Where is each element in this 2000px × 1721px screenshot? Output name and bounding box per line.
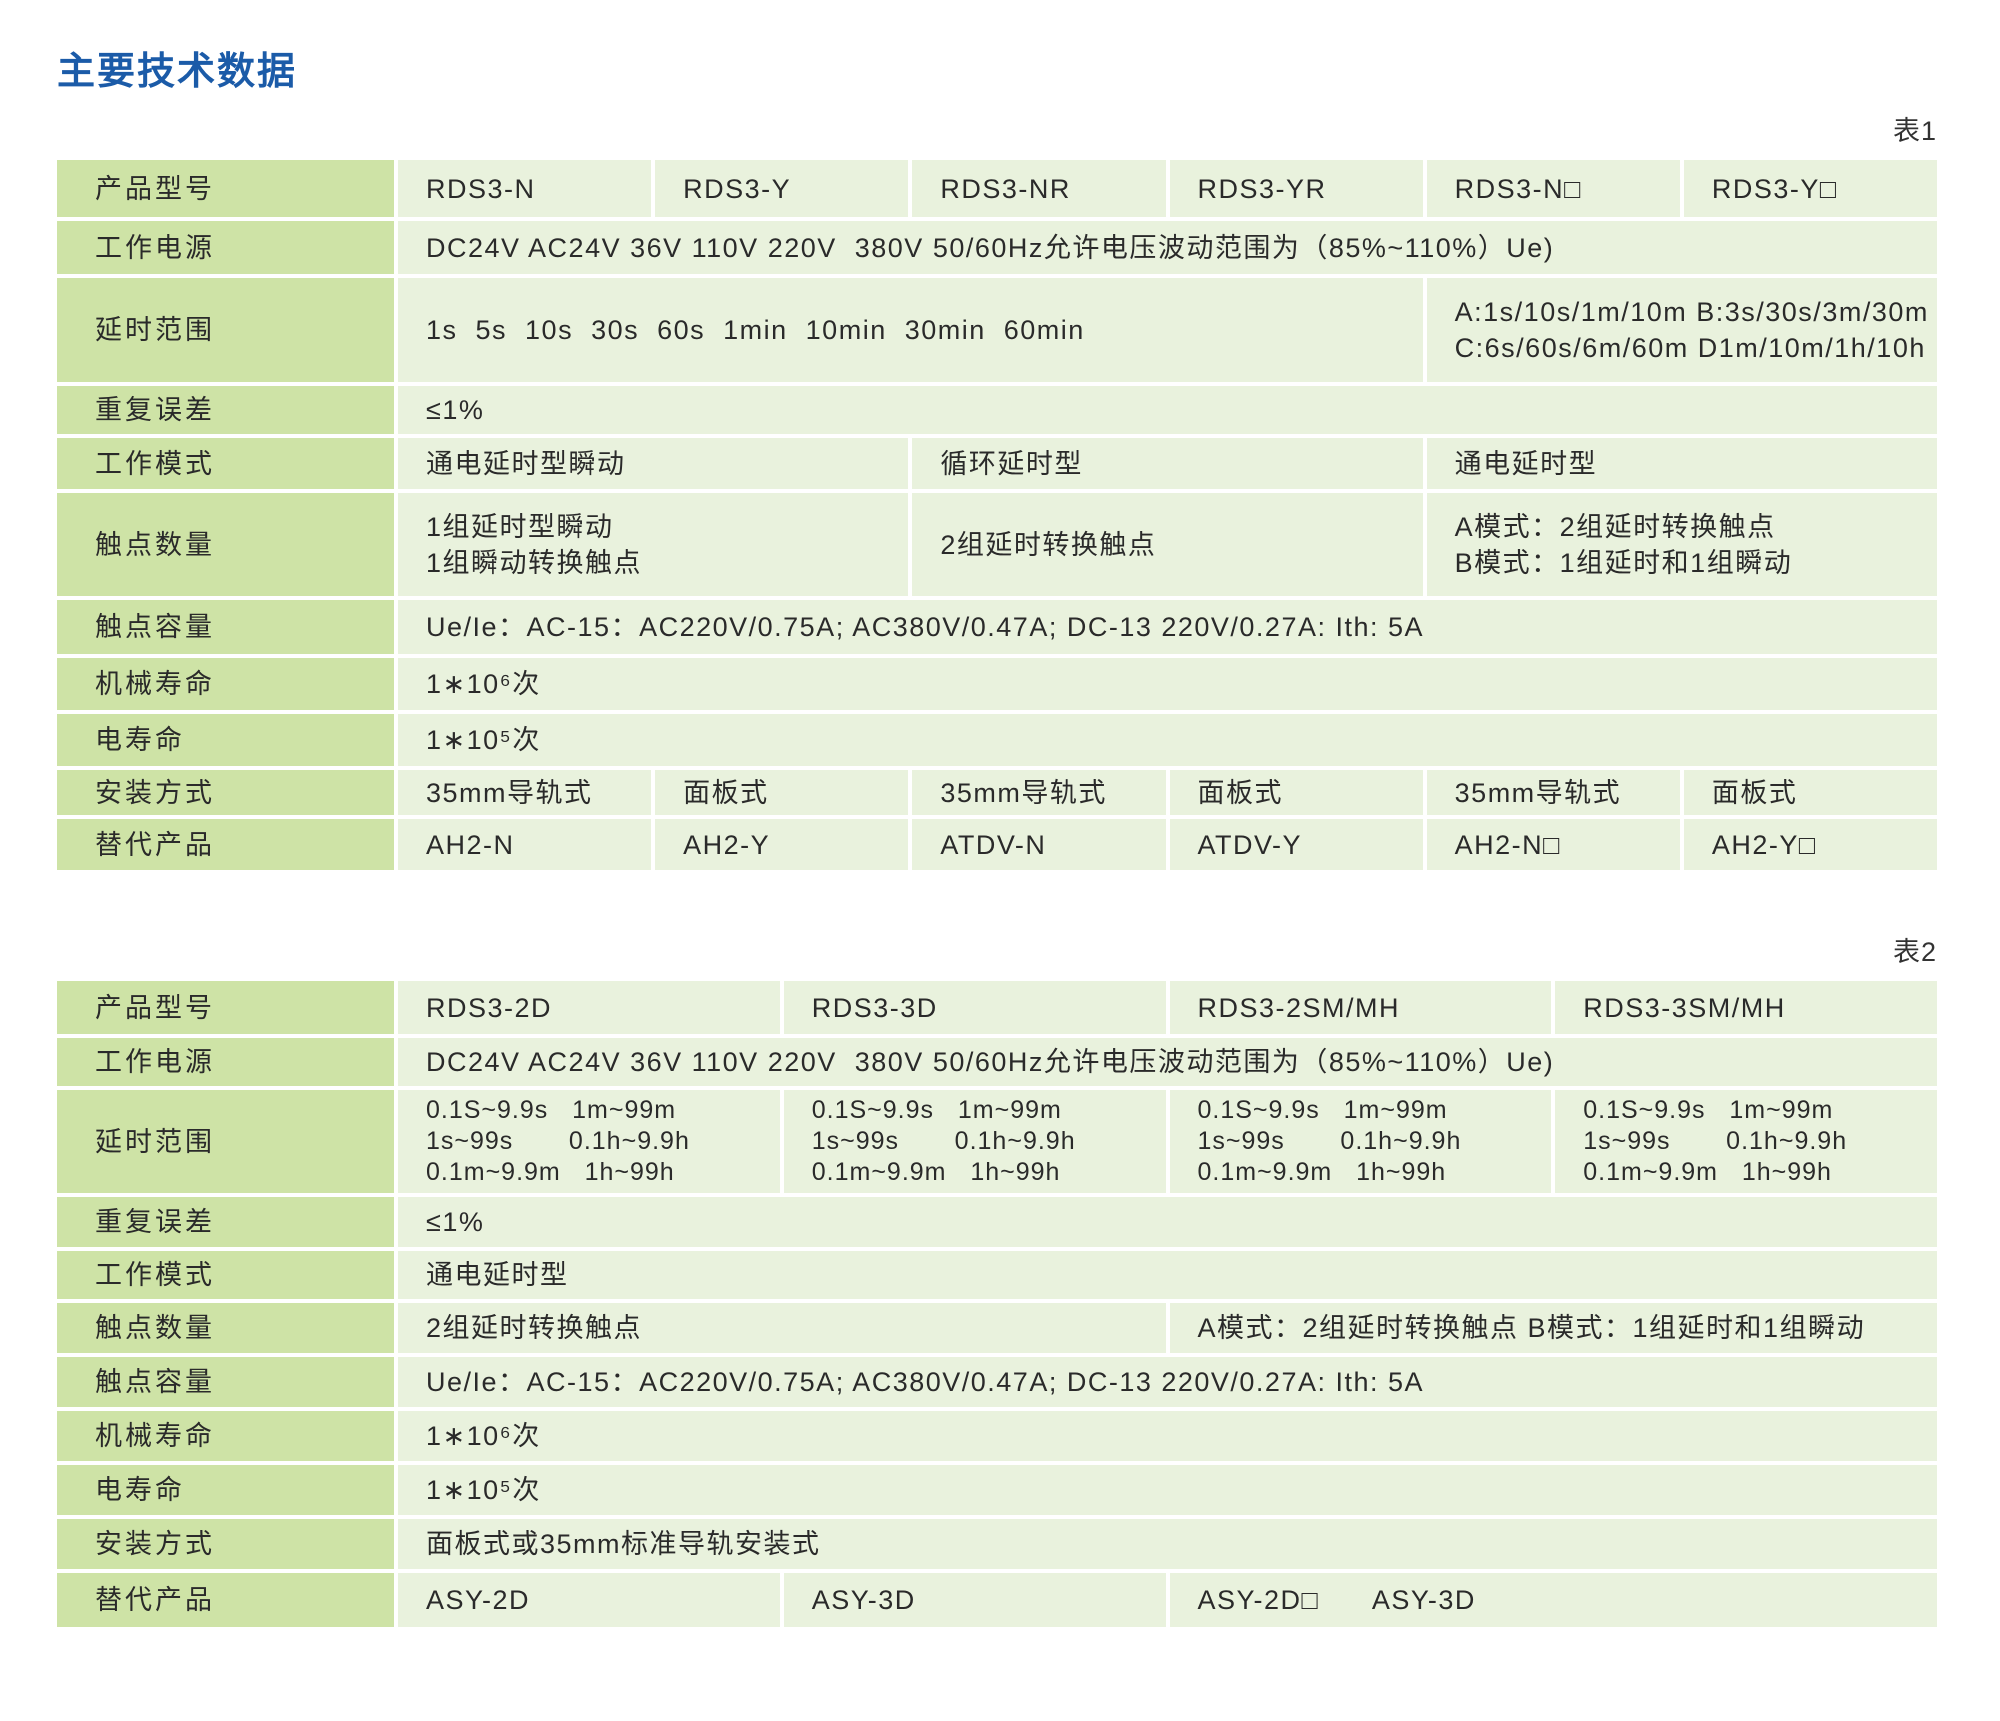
spec-cell: 2组延时转换触点 bbox=[398, 1303, 1166, 1353]
spec-cell: AH2-N□ bbox=[1426, 819, 1680, 870]
spec-cell: 0.1S~9.9s 1m~99m 1s~99s 0.1h~9.9h 0.1m~9… bbox=[1555, 1090, 1937, 1193]
spec-cell: 通电延时型 bbox=[398, 1251, 1937, 1299]
spec-cell: AH2-N bbox=[398, 819, 652, 870]
spec-cell: AH2-Y□ bbox=[1683, 819, 1937, 870]
spec-cell: 0.1S~9.9s 1m~99m 1s~99s 0.1h~9.9h 0.1m~9… bbox=[783, 1090, 1166, 1193]
row-label: 电寿命 bbox=[57, 1465, 394, 1515]
spec-cell: 1∗10⁶次 bbox=[398, 1411, 1937, 1461]
row-label: 工作电源 bbox=[57, 1038, 394, 1086]
row-label: 重复误差 bbox=[57, 386, 394, 434]
spec-cell: ATDV-Y bbox=[1169, 819, 1423, 870]
row-label: 替代产品 bbox=[57, 819, 394, 870]
spec-cell: RDS3-3SM/MH bbox=[1555, 981, 1937, 1034]
row-label: 触点数量 bbox=[57, 493, 394, 596]
spec-cell: Ue/Ie：AC-15：AC220V/0.75A; AC380V/0.47A; … bbox=[398, 600, 1937, 654]
spec-cell: 1∗10⁵次 bbox=[398, 714, 1937, 766]
row-label: 机械寿命 bbox=[57, 658, 394, 710]
spec-cell: A模式：2组延时转换触点 B模式：1组延时和1组瞬动 bbox=[1426, 493, 1937, 596]
spec-cell: Ue/Ie：AC-15：AC220V/0.75A; AC380V/0.47A; … bbox=[398, 1357, 1937, 1407]
row-label: 电寿命 bbox=[57, 714, 394, 766]
spec-cell: ASY-2D bbox=[398, 1573, 780, 1627]
spec-cell: 0.1S~9.9s 1m~99m 1s~99s 0.1h~9.9h 0.1m~9… bbox=[1169, 1090, 1552, 1193]
row-label: 安装方式 bbox=[57, 770, 394, 815]
spec-cell: A:1s/10s/1m/10m B:3s/30s/3m/30m C:6s/60s… bbox=[1426, 278, 1937, 382]
table2-caption: 表2 bbox=[1892, 937, 1937, 967]
spec-cell: RDS3-2SM/MH bbox=[1169, 981, 1552, 1034]
spec-cell: RDS3-3D bbox=[783, 981, 1166, 1034]
spec-cell: RDS3-Y□ bbox=[1683, 160, 1937, 217]
spec-cell: ≤1% bbox=[398, 1197, 1937, 1247]
spec-cell: 通电延时型 bbox=[1426, 438, 1937, 489]
spec-cell: 面板式或35mm标准导轨安装式 bbox=[398, 1519, 1937, 1569]
row-label: 工作电源 bbox=[57, 221, 394, 274]
table1-section: 表1 产品型号 RDS3-N RDS3-Y RDS3-NR RDS3-YR RDS3-N□… bbox=[57, 110, 1937, 870]
spec-cell: ASY-3D bbox=[783, 1573, 1166, 1627]
spec-cell: 循环延时型 bbox=[912, 438, 1423, 489]
spec-cell: 面板式 bbox=[1169, 770, 1423, 815]
spec-cell: RDS3-YR bbox=[1169, 160, 1423, 217]
row-label: 安装方式 bbox=[57, 1519, 394, 1569]
spec-cell: RDS3-N□ bbox=[1426, 160, 1680, 217]
spec-cell: RDS3-N bbox=[398, 160, 652, 217]
spec-cell: AH2-Y bbox=[655, 819, 909, 870]
row-label: 延时范围 bbox=[57, 1090, 394, 1193]
row-label: 触点数量 bbox=[57, 1303, 394, 1353]
spec-cell: RDS3-2D bbox=[398, 981, 780, 1034]
row-label: 工作模式 bbox=[57, 438, 394, 489]
spec-cell: 1∗10⁵次 bbox=[398, 1465, 1937, 1515]
row-label: 触点容量 bbox=[57, 1357, 394, 1407]
spec-cell: 35mm导轨式 bbox=[398, 770, 652, 815]
spec-cell: 面板式 bbox=[1683, 770, 1937, 815]
spec-cell: 35mm导轨式 bbox=[1426, 770, 1680, 815]
spec-cell: RDS3-NR bbox=[912, 160, 1166, 217]
spec-cell: ASY-2D□ ASY-3D bbox=[1169, 1573, 1937, 1627]
spec-cell: 35mm导轨式 bbox=[912, 770, 1166, 815]
spec-cell: 面板式 bbox=[655, 770, 909, 815]
spec-cell: 1∗10⁶次 bbox=[398, 658, 1937, 710]
row-label: 延时范围 bbox=[57, 278, 394, 382]
spec-cell: RDS3-Y bbox=[655, 160, 909, 217]
spec-cell: A模式：2组延时转换触点 B模式：1组延时和1组瞬动 bbox=[1169, 1303, 1937, 1353]
page-title: 主要技术数据 bbox=[57, 51, 298, 93]
spec-cell: DC24V AC24V 36V 110V 220V 380V 50/60Hz允许… bbox=[398, 221, 1937, 274]
row-label: 产品型号 bbox=[57, 160, 394, 217]
spec-cell: 2组延时转换触点 bbox=[912, 493, 1423, 596]
row-label: 触点容量 bbox=[57, 600, 394, 654]
spec-table-1: 产品型号 RDS3-N RDS3-Y RDS3-NR RDS3-YR RDS3-N□ RDS… bbox=[57, 160, 1937, 870]
spec-cell: ≤1% bbox=[398, 386, 1937, 434]
row-label: 工作模式 bbox=[57, 1251, 394, 1299]
spec-table-2: 产品型号 RDS3-2D RDS3-3D RDS3-2SM/MH RDS3-3SM/MH… bbox=[57, 981, 1937, 1627]
row-label: 重复误差 bbox=[57, 1197, 394, 1247]
spec-cell: ATDV-N bbox=[912, 819, 1166, 870]
spec-cell: 1s 5s 10s 30s 60s 1min 10min 30min 60min bbox=[398, 278, 1423, 382]
row-label: 机械寿命 bbox=[57, 1411, 394, 1461]
row-label: 替代产品 bbox=[57, 1573, 394, 1627]
spec-cell: DC24V AC24V 36V 110V 220V 380V 50/60Hz允许… bbox=[398, 1038, 1937, 1086]
spec-cell: 1组延时型瞬动 1组瞬动转换触点 bbox=[398, 493, 909, 596]
row-label: 产品型号 bbox=[57, 981, 394, 1034]
table1-caption: 表1 bbox=[1892, 116, 1937, 146]
spec-cell: 通电延时型瞬动 bbox=[398, 438, 909, 489]
spec-cell: 0.1S~9.9s 1m~99m 1s~99s 0.1h~9.9h 0.1m~9… bbox=[398, 1090, 780, 1193]
table2-section: 表2 产品型号 RDS3-2D RDS3-3D RDS3-2SM/MH RDS3-3SM… bbox=[57, 931, 1937, 1627]
